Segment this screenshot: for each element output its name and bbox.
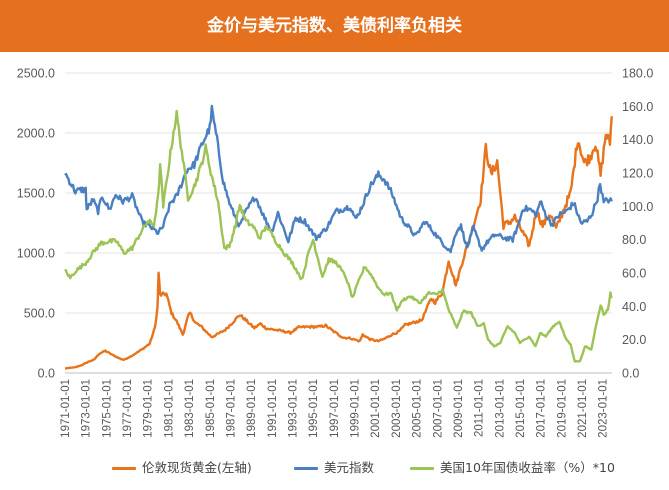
left-tick-label-5: 2500.0 xyxy=(17,67,55,81)
right-tick-label-0: 0.0 xyxy=(622,367,639,381)
x-tick-label-9: 1989-01-01 xyxy=(246,379,258,438)
left-tick-label-2: 1000.0 xyxy=(17,247,55,261)
x-tick-label-3: 1977-01-01 xyxy=(122,379,134,438)
x-tick-label-22: 2015-01-01 xyxy=(515,379,527,438)
title-banner xyxy=(0,0,669,52)
left-tick-label-4: 2000.0 xyxy=(17,127,55,141)
legend-label-gold: 伦敦现货黄金(左轴) xyxy=(142,460,252,475)
x-tick-label-19: 2009-01-01 xyxy=(453,379,465,438)
legend: 伦敦现货黄金(左轴) 美元指数 美国10年国债收益率（%）*10 xyxy=(0,457,669,479)
x-tick-label-10: 1991-01-01 xyxy=(267,379,279,438)
right-tick-label-3: 60.0 xyxy=(622,267,646,281)
right-tick-label-1: 20.0 xyxy=(622,333,646,347)
right-tick-label-7: 140.0 xyxy=(622,133,653,147)
legend-swatch-usd-index xyxy=(294,467,318,470)
legend-item-us10y: 美国10年国债收益率（%）*10 xyxy=(410,457,615,479)
series-line-0 xyxy=(64,116,613,370)
right-tick-label-5: 100.0 xyxy=(622,200,653,214)
x-tick-label-14: 1999-01-01 xyxy=(350,379,362,438)
left-axis-ticks: 0.0 500.0 1000.0 1500.0 2000.0 2500.0 xyxy=(17,67,55,381)
x-tick-label-6: 1983-01-01 xyxy=(184,379,196,438)
left-tick-label-3: 1500.0 xyxy=(17,187,55,201)
series-line-1 xyxy=(64,104,613,254)
x-tick-label-17: 2005-01-01 xyxy=(412,379,424,438)
title-banner-background xyxy=(0,0,669,52)
x-tick-label-15: 2001-01-01 xyxy=(370,379,382,438)
x-tick-label-20: 2011-01-01 xyxy=(474,379,486,437)
x-tick-label-26: 2023-01-01 xyxy=(598,379,610,438)
series-line-2 xyxy=(64,109,613,363)
x-tick-label-21: 2013-01-01 xyxy=(494,379,506,438)
x-tick-label-18: 2007-01-01 xyxy=(432,379,444,438)
left-tick-label-0: 0.0 xyxy=(38,367,55,381)
x-axis-ticks: 1971-01-01 1973-01-01 1975-01-01 1977-01-01… xyxy=(60,379,610,438)
legend-item-usd-index: 美元指数 xyxy=(294,457,374,479)
right-tick-label-2: 40.0 xyxy=(622,300,646,314)
legend-label-us10y: 美国10年国债收益率（%）*10 xyxy=(440,460,615,475)
legend-swatch-gold xyxy=(112,467,136,470)
legend-swatch-us10y xyxy=(410,467,434,470)
x-tick-label-0: 1971-01-01 xyxy=(60,379,72,438)
x-tick-label-1: 1973-01-01 xyxy=(81,379,93,438)
x-tick-label-25: 2021-01-01 xyxy=(577,379,589,438)
x-tick-label-11: 1993-01-01 xyxy=(287,379,299,438)
legend-item-gold: 伦敦现货黄金(左轴) xyxy=(112,457,252,479)
legend-label-usd-index: 美元指数 xyxy=(324,460,375,475)
x-tick-label-13: 1997-01-01 xyxy=(329,379,341,438)
chart-title: 金价与美元指数、美债利率负相关 xyxy=(207,16,462,36)
x-tick-label-2: 1975-01-01 xyxy=(101,379,113,438)
x-tick-label-7: 1985-01-01 xyxy=(205,379,217,438)
right-axis-ticks: 0.0 20.0 40.0 60.0 80.0 100.0 120.0 140.0 160.0 1… xyxy=(622,67,653,381)
chart-area: 0.0 500.0 1000.0 1500.0 2000.0 2500.0 0.0 20.0… xyxy=(17,67,654,438)
right-tick-label-4: 80.0 xyxy=(622,233,646,247)
x-tick-label-12: 1995-01-01 xyxy=(308,379,320,438)
right-tick-label-9: 180.0 xyxy=(622,67,653,81)
x-tick-label-16: 2003-01-01 xyxy=(391,379,403,438)
x-tick-label-5: 1981-01-01 xyxy=(163,379,175,438)
right-tick-label-6: 120.0 xyxy=(622,167,653,181)
left-tick-label-1: 500.0 xyxy=(24,307,55,321)
right-tick-label-8: 160.0 xyxy=(622,100,653,114)
x-tick-label-8: 1987-01-01 xyxy=(225,379,237,438)
x-tick-label-4: 1979-01-01 xyxy=(143,379,155,438)
x-tick-label-24: 2019-01-01 xyxy=(556,379,568,438)
x-tick-label-23: 2017-01-01 xyxy=(536,379,548,438)
series-lines xyxy=(64,104,613,370)
